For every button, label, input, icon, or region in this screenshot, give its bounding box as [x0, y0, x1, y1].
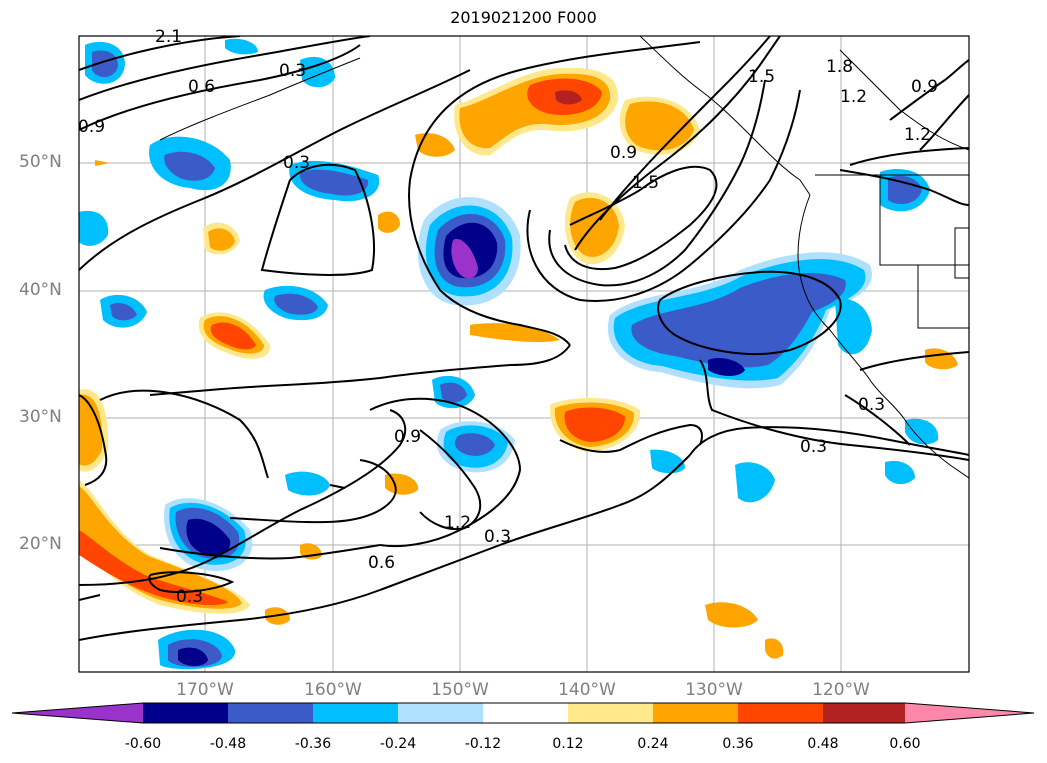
colorbar-over-arrow [905, 703, 1034, 723]
contour-lines [79, 36, 969, 641]
lon-label: 140°W [558, 680, 616, 700]
contour-label: 0.3 [800, 437, 827, 457]
lon-label: 170°W [176, 680, 234, 700]
contour-label: 1.2 [444, 513, 471, 533]
lat-label: 20°N [19, 534, 62, 554]
positive-anomalies [79, 67, 958, 659]
colorbar-tick-label: -0.36 [294, 736, 332, 752]
contour-label: 0.9 [78, 117, 105, 137]
colorbar-swatch [143, 703, 228, 723]
contour-label: 1.8 [826, 57, 853, 77]
contour-label: 0.9 [911, 77, 938, 97]
contour-label: 1.5 [632, 173, 659, 193]
lon-label: 160°W [304, 680, 362, 700]
contour-label: 0.9 [610, 143, 637, 163]
contour-label: 0.3 [858, 395, 885, 415]
colorbar-tick-label: -0.60 [124, 736, 162, 752]
colorbar-swatch [483, 703, 568, 723]
lon-label: 120°W [812, 680, 870, 700]
colorbar-swatch [228, 703, 313, 723]
contour-label: 0.3 [279, 61, 306, 81]
contour-label: 0.9 [394, 427, 421, 447]
contour-label-group: 2.1 0.3 0.6 0.9 0.3 1.5 1.8 1.2 0.9 1.2 … [78, 27, 938, 607]
lat-label: 40°N [19, 280, 62, 300]
colorbar-tick-label: -0.48 [209, 736, 247, 752]
contour-label: 2.1 [155, 27, 182, 47]
contour-label: 0.3 [283, 153, 310, 173]
colorbar-swatch [738, 703, 823, 723]
contour-label: 0.6 [188, 77, 215, 97]
colorbar [11, 702, 1035, 724]
lat-label: 30°N [19, 407, 62, 427]
colorbar-tick-label: 0.48 [807, 736, 839, 752]
contour-label: 1.5 [748, 67, 775, 87]
colorbar-tick-label: -0.12 [464, 736, 502, 752]
negative-anomalies [79, 38, 939, 670]
contour-label: 0.3 [484, 527, 511, 547]
lon-label: 150°W [431, 680, 489, 700]
colorbar-tick-label: 0.12 [552, 736, 584, 752]
lon-label: 130°W [685, 680, 743, 700]
contour-label: 1.2 [904, 125, 931, 145]
contour-label: 0.3 [176, 587, 203, 607]
contour-label: 1.2 [840, 87, 867, 107]
map-title: 2019021200 F000 [450, 8, 597, 27]
colorbar-swatch [313, 703, 398, 723]
colorbar-under-arrow [12, 703, 143, 723]
map-frame [78, 35, 970, 673]
contour-label: 0.6 [368, 553, 395, 573]
colorbar-tick-label: 0.36 [722, 736, 754, 752]
colorbar-swatch [823, 703, 905, 723]
lat-label: 50°N [19, 152, 62, 172]
colorbar-tick-label: 0.60 [889, 736, 921, 752]
colorbar-swatch [398, 703, 483, 723]
colorbar-swatch [568, 703, 653, 723]
colorbar-swatch [653, 703, 738, 723]
colorbar-tick-label: -0.24 [379, 736, 417, 752]
coastlines [159, 36, 969, 479]
colorbar-tick-label: 0.24 [637, 736, 669, 752]
